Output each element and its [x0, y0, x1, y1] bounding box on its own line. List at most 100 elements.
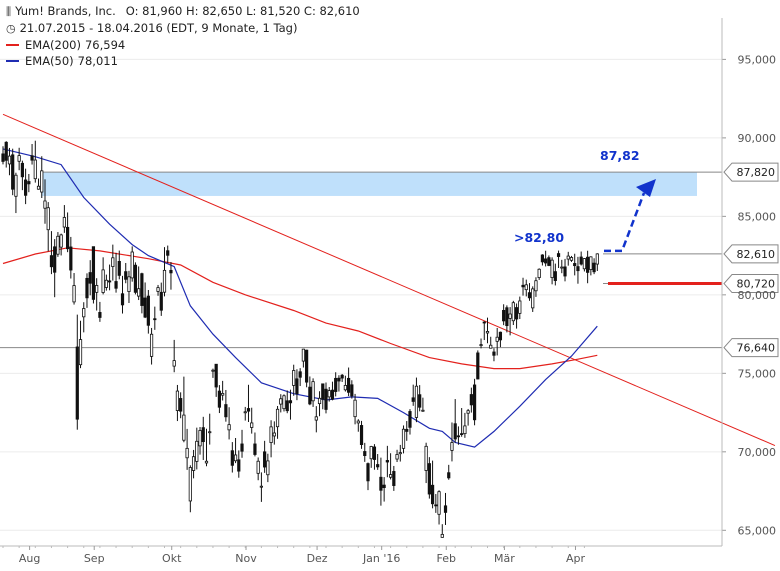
- price-tag: [723, 244, 779, 264]
- candle-body: [514, 307, 519, 320]
- legend-ema200: EMA(200) 76,594: [6, 38, 125, 52]
- x-tick-label: Apr: [566, 552, 586, 565]
- candle-body: [485, 331, 490, 334]
- candle-body: [427, 463, 431, 495]
- candle-body: [353, 399, 357, 418]
- annotations: >82,80 87,82: [514, 148, 656, 253]
- candle-body: [146, 295, 150, 326]
- candle-body: [330, 389, 335, 400]
- candle-body: [524, 284, 528, 291]
- candle-body: [230, 450, 234, 466]
- candle-body: [282, 395, 286, 410]
- ema50-label: EMA(50): [25, 54, 74, 68]
- candle-body: [556, 253, 561, 257]
- candle-body: [101, 269, 105, 293]
- candle-body: [388, 474, 393, 478]
- candle-body: [259, 485, 264, 488]
- candle-body: [130, 251, 134, 279]
- price-tag: [723, 162, 779, 182]
- candle-body: [69, 246, 73, 271]
- candle-body: [53, 246, 57, 273]
- target-label-82-80: >82,80: [514, 230, 564, 245]
- candle-body: [550, 259, 554, 278]
- candle-body: [492, 351, 496, 356]
- candle-body: [511, 302, 515, 322]
- candle-body: [472, 384, 477, 421]
- candles: [1, 140, 599, 538]
- candle-body: [56, 235, 60, 255]
- candle-body: [382, 484, 386, 489]
- y-tick-label: 75,000: [738, 367, 777, 380]
- candle-body: [140, 273, 144, 306]
- candle-body: [495, 336, 499, 342]
- candle-body: [466, 410, 470, 414]
- price-tag-label: 87,820: [737, 166, 776, 179]
- candle-body: [295, 378, 299, 395]
- candle-body: [334, 377, 338, 392]
- candle-body: [563, 266, 567, 277]
- candle-body: [337, 377, 341, 382]
- y-tick-label: 70,000: [738, 446, 777, 459]
- candle-body: [143, 297, 147, 318]
- candle-body: [117, 261, 121, 276]
- candle-body: [340, 374, 344, 379]
- projection-arrow: [604, 192, 646, 253]
- header-title-row: ⫼ Yum! Brands, Inc. O: 81,960 H: 82,650 L:…: [6, 4, 360, 19]
- candle-body: [279, 398, 283, 405]
- x-axis: Aug Sep Okt Nov Dez Jan '16 Feb Mär Apr: [0, 545, 722, 565]
- candle-body: [363, 451, 367, 456]
- ema200-value: 76,594: [84, 38, 126, 52]
- candle-body: [120, 293, 125, 306]
- candle-body: [137, 288, 141, 297]
- candle-body: [573, 263, 577, 267]
- candle-body: [476, 352, 480, 380]
- candle-body: [224, 404, 228, 418]
- candle-body: [269, 426, 273, 443]
- candle-body: [553, 271, 557, 281]
- candle-body: [24, 179, 28, 196]
- candle-body: [566, 255, 570, 260]
- candle-body: [582, 258, 587, 270]
- candle-body: [521, 284, 525, 288]
- candle-body: [221, 393, 225, 396]
- candle-body: [159, 291, 163, 311]
- candle-body: [214, 363, 218, 388]
- candle-body: [169, 269, 173, 274]
- bar-chart-icon: ⫼: [6, 5, 12, 18]
- candle-body: [447, 472, 451, 479]
- candle-body: [211, 369, 215, 372]
- candle-body: [82, 308, 86, 318]
- candle-body: [253, 443, 257, 455]
- candle-body: [237, 459, 241, 472]
- candle-body: [185, 447, 189, 459]
- price-tag: [723, 274, 779, 294]
- candle-body: [408, 411, 412, 428]
- candle-body: [398, 452, 402, 455]
- x-tick-label: Dez: [307, 552, 328, 565]
- candle-body: [311, 381, 315, 402]
- candle-body: [460, 433, 464, 436]
- candle-body: [11, 154, 15, 190]
- candle-body: [182, 414, 186, 441]
- candle-body: [450, 442, 454, 451]
- candle-body: [356, 420, 360, 424]
- candle-body: [385, 460, 389, 463]
- x-tick-label: Mär: [494, 552, 515, 565]
- candle-body: [198, 430, 202, 447]
- candle-body: [437, 491, 441, 515]
- candle-body: [204, 460, 209, 464]
- candle-body: [401, 428, 406, 449]
- horizontal-levels: 87,820 82,610 80,720 76,640: [0, 162, 779, 358]
- clock-icon: ◷: [6, 22, 16, 35]
- instrument-title: Yum! Brands, Inc.: [15, 4, 116, 18]
- candle-body: [217, 390, 222, 408]
- candle-body: [369, 446, 373, 460]
- candle-body: [350, 384, 354, 397]
- candle-body: [579, 256, 583, 265]
- candle-body: [75, 346, 79, 420]
- candle-body: [372, 446, 377, 460]
- candle-body: [266, 460, 270, 476]
- candle-body: [172, 360, 176, 367]
- candle-body: [30, 155, 34, 161]
